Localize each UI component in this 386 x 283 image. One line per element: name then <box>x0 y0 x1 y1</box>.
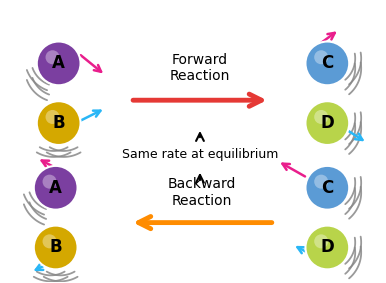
Circle shape <box>37 42 81 85</box>
Text: B: B <box>49 239 62 256</box>
Text: C: C <box>321 179 334 197</box>
Circle shape <box>314 234 328 248</box>
Circle shape <box>46 50 59 64</box>
Text: A: A <box>52 54 65 72</box>
Circle shape <box>305 226 349 269</box>
Text: Backward
Reaction: Backward Reaction <box>168 177 236 208</box>
Text: Forward
Reaction: Forward Reaction <box>170 53 230 83</box>
Circle shape <box>305 101 349 145</box>
Circle shape <box>305 42 349 85</box>
Circle shape <box>314 110 328 124</box>
Text: D: D <box>320 114 334 132</box>
Circle shape <box>37 101 81 145</box>
Text: D: D <box>320 239 334 256</box>
Circle shape <box>34 166 78 210</box>
Circle shape <box>42 175 57 189</box>
Text: B: B <box>52 114 65 132</box>
Circle shape <box>34 226 78 269</box>
Circle shape <box>305 166 349 210</box>
Circle shape <box>46 110 59 124</box>
Text: C: C <box>321 54 334 72</box>
Circle shape <box>314 50 328 64</box>
Text: A: A <box>49 179 62 197</box>
Circle shape <box>42 234 57 248</box>
Circle shape <box>314 175 328 189</box>
Text: Same rate at equilibrium: Same rate at equilibrium <box>122 149 278 161</box>
